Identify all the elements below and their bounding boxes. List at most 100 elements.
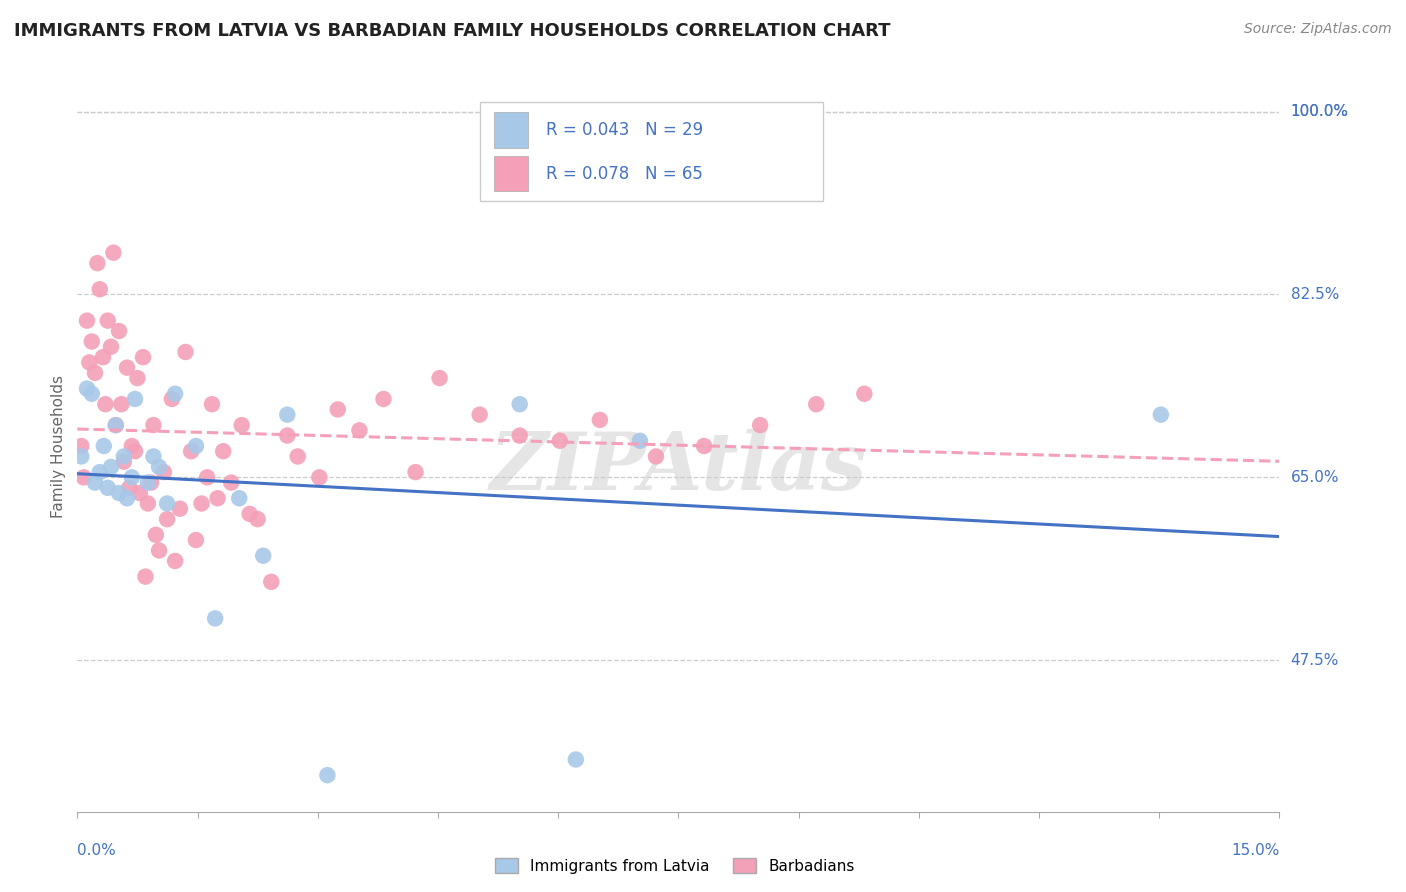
- Point: [136, 496, 159, 510]
- Point: [212, 444, 235, 458]
- Point: [142, 450, 165, 464]
- Point: [204, 611, 226, 625]
- Point: [97, 481, 120, 495]
- Point: [246, 512, 269, 526]
- Point: [228, 491, 250, 506]
- Point: [93, 439, 115, 453]
- Point: [136, 475, 159, 490]
- Point: [219, 475, 242, 490]
- Point: [121, 439, 143, 453]
- Point: [112, 455, 135, 469]
- Point: [103, 245, 125, 260]
- FancyBboxPatch shape: [495, 112, 529, 147]
- Point: [80, 386, 103, 401]
- Point: [231, 418, 253, 433]
- Point: [373, 392, 395, 406]
- Text: 100.0%: 100.0%: [1291, 104, 1348, 120]
- Point: [104, 418, 127, 433]
- Point: [156, 496, 179, 510]
- Y-axis label: Family Households: Family Households: [51, 375, 66, 517]
- Point: [589, 413, 612, 427]
- Point: [190, 496, 212, 510]
- Point: [509, 397, 531, 411]
- Text: 15.0%: 15.0%: [1232, 843, 1279, 858]
- Text: 65.0%: 65.0%: [1291, 470, 1339, 485]
- Point: [89, 465, 111, 479]
- Point: [174, 345, 197, 359]
- Text: Source: ZipAtlas.com: Source: ZipAtlas.com: [1244, 22, 1392, 37]
- Point: [252, 549, 274, 563]
- Point: [165, 386, 187, 401]
- Point: [134, 569, 156, 583]
- Point: [142, 418, 165, 433]
- Point: [184, 439, 207, 453]
- Point: [124, 392, 146, 406]
- Point: [468, 408, 491, 422]
- Text: R = 0.078   N = 65: R = 0.078 N = 65: [546, 165, 703, 183]
- Point: [693, 439, 716, 453]
- Point: [1150, 408, 1173, 422]
- Text: 0.0%: 0.0%: [77, 843, 117, 858]
- Point: [326, 402, 349, 417]
- Point: [260, 574, 283, 589]
- Point: [97, 313, 120, 327]
- Point: [80, 334, 103, 349]
- Point: [110, 397, 132, 411]
- Text: 47.5%: 47.5%: [1291, 653, 1339, 668]
- Point: [132, 350, 155, 364]
- Legend: Immigrants from Latvia, Barbadians: Immigrants from Latvia, Barbadians: [489, 852, 860, 880]
- Point: [108, 486, 131, 500]
- Point: [806, 397, 828, 411]
- Point: [108, 324, 131, 338]
- Point: [104, 418, 127, 433]
- Point: [127, 371, 149, 385]
- Point: [429, 371, 451, 385]
- FancyBboxPatch shape: [479, 103, 823, 201]
- Point: [316, 768, 339, 782]
- Point: [148, 543, 170, 558]
- Point: [128, 486, 150, 500]
- Point: [89, 282, 111, 296]
- Point: [115, 491, 138, 506]
- Point: [124, 444, 146, 458]
- Point: [276, 428, 298, 442]
- Point: [70, 450, 93, 464]
- Point: [153, 465, 176, 479]
- Point: [853, 386, 876, 401]
- Point: [239, 507, 262, 521]
- Point: [156, 512, 179, 526]
- Point: [565, 752, 588, 766]
- Text: R = 0.043   N = 29: R = 0.043 N = 29: [546, 121, 703, 139]
- Point: [180, 444, 202, 458]
- Point: [100, 459, 122, 474]
- Point: [84, 366, 107, 380]
- Point: [749, 418, 772, 433]
- Point: [94, 397, 117, 411]
- Point: [308, 470, 330, 484]
- Point: [148, 459, 170, 474]
- Point: [112, 450, 135, 464]
- Point: [628, 434, 651, 448]
- Point: [201, 397, 224, 411]
- Point: [276, 408, 298, 422]
- Point: [548, 434, 571, 448]
- Point: [79, 355, 101, 369]
- Point: [139, 475, 162, 490]
- Point: [145, 528, 167, 542]
- Point: [76, 313, 98, 327]
- Point: [86, 256, 108, 270]
- Point: [70, 439, 93, 453]
- FancyBboxPatch shape: [495, 156, 529, 192]
- Point: [169, 501, 191, 516]
- Point: [195, 470, 218, 484]
- Point: [287, 450, 309, 464]
- Point: [184, 533, 207, 547]
- Text: 100.0%: 100.0%: [1291, 104, 1348, 120]
- Point: [160, 392, 183, 406]
- Point: [115, 360, 138, 375]
- Text: ZIPAtlas: ZIPAtlas: [489, 429, 868, 507]
- Text: 82.5%: 82.5%: [1291, 287, 1339, 302]
- Point: [207, 491, 229, 506]
- Point: [118, 481, 141, 495]
- Point: [645, 450, 668, 464]
